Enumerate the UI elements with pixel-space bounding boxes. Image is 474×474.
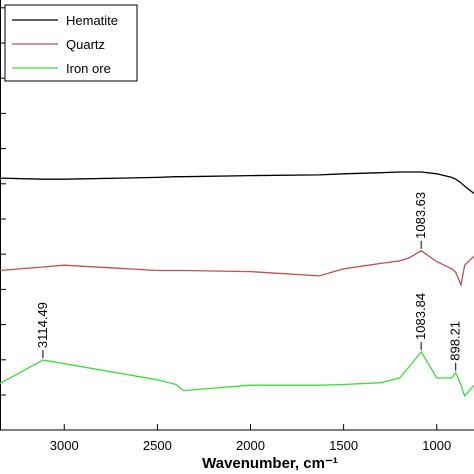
- x-axis-label: Wavenumber, cm⁻¹: [202, 455, 338, 472]
- peak-label: 3114.49: [35, 302, 50, 348]
- peak-label: 1083.84: [413, 293, 428, 340]
- series-line: [0, 250, 474, 288]
- x-tick-label: 2000: [236, 438, 265, 453]
- series-line: [0, 350, 474, 398]
- legend-label: Iron ore: [66, 61, 111, 76]
- peak-label: 898.21: [448, 321, 463, 361]
- x-tick-label: 3000: [50, 438, 79, 453]
- series-line: [0, 171, 474, 195]
- x-tick-label: 2500: [143, 438, 172, 453]
- x-tick-label: 1000: [422, 438, 451, 453]
- x-tick-label: 1500: [329, 438, 358, 453]
- legend-label: Hematite: [66, 13, 118, 28]
- legend-label: Quartz: [66, 37, 105, 52]
- peak-label: 1083.63: [413, 192, 428, 239]
